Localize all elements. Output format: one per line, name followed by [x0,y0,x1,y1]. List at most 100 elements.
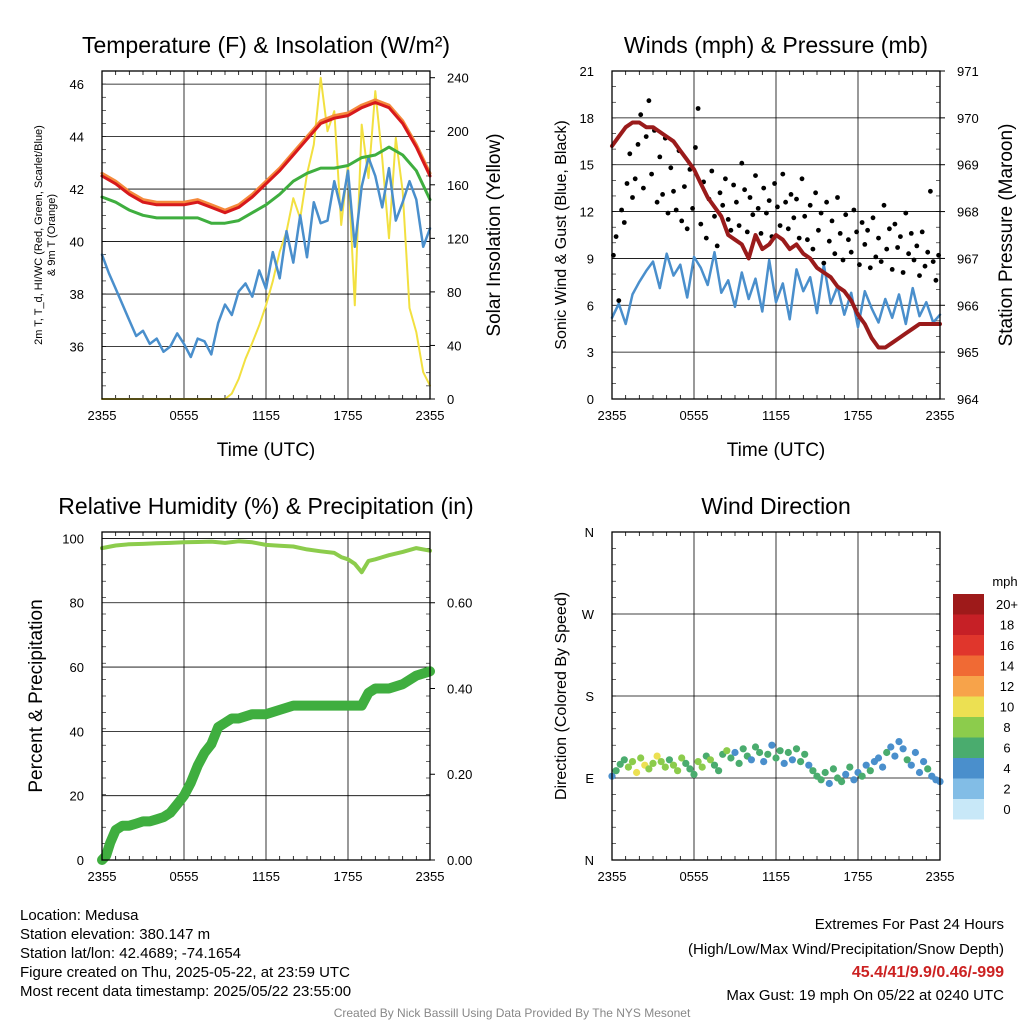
direction-point [669,761,678,769]
y2-tick-label: 0.00 [447,853,472,868]
direction-point [797,758,805,766]
legend-label: 2 [1003,782,1010,797]
extremes-values: 45.4/41/9.9/0.46/-999 [851,964,1004,981]
gust-dot [917,273,922,278]
legend-swatch [953,696,984,717]
gust-dot [794,196,799,202]
y-tick-label: 42 [70,182,84,197]
series-line-wind_speed [610,250,942,329]
gust-dot [848,249,854,255]
direction-point [858,772,866,780]
gust-dot [695,106,701,111]
legend-label: 18 [1000,618,1014,633]
gust-dot [613,234,619,240]
x-axis-label: Time (UTC) [217,440,316,461]
y-axis-label: Percent & Precipitation [26,599,47,792]
direction-point [850,776,858,784]
y-tick-label: 20 [70,789,84,804]
gust-dot [731,182,736,188]
gust-dot [619,207,624,213]
gust-dot [777,223,783,229]
gust-dot [873,254,879,260]
gust-dot [665,210,671,216]
direction-point [776,747,784,755]
gust-dot [919,229,925,235]
series-line-windchill [100,156,432,359]
direction-point [780,759,788,768]
direction-point [842,770,850,779]
legend-swatch [953,717,984,738]
direction-point [895,738,903,746]
x-tick-label: 1155 [762,869,790,884]
direction-point [649,759,657,768]
gust-dot [682,184,687,190]
gust-dot [671,188,676,194]
y-tick-label: N [585,853,594,868]
gust-dot [684,226,690,232]
direction-point [915,768,924,777]
credit-line: Created By Nick Bassill Using Data Provi… [333,1006,691,1020]
gust-dot [660,192,665,197]
y2-tick-label: 0.40 [447,681,472,696]
direction-point [924,765,932,773]
x-tick-label: 2355 [88,869,117,884]
gust-dot [826,238,832,244]
y-axis-label: Sonic Wind & Gust (Blue, Black) [553,120,570,349]
chart-title: Winds (mph) & Pressure (mb) [624,32,928,58]
direction-point [686,765,694,773]
x-tick-label: 1755 [334,408,363,423]
direction-point [829,765,838,773]
legend-label: 20+ [996,597,1018,612]
gust-dot [742,187,747,193]
y2-tick-label: 120 [447,231,469,246]
gust-dot [755,206,761,211]
direction-point [887,743,895,751]
gust-dot [859,220,865,225]
x-tick-label: 2355 [416,408,445,423]
x-tick-label: 2355 [926,408,955,423]
x-tick-label: 2355 [926,869,955,884]
direction-point [862,761,870,769]
direction-point [772,754,780,762]
y2-tick-label: 40 [447,338,461,353]
gust-dot [785,226,791,232]
direction-point [624,763,633,771]
y2-tick-label: 80 [447,285,461,300]
direction-point [682,759,690,768]
direction-point [715,767,723,775]
direction-point [760,758,768,766]
wind-speed-legend: mph 20+ 18 16 14 12 10 8 6 4 2 0 [953,574,1018,820]
direction-point [846,763,854,771]
x-tick-label: 2355 [598,869,627,884]
y2-tick-label: 240 [447,71,469,86]
y-tick-label: 44 [70,130,84,145]
direction-point [747,756,756,764]
legend-swatch [953,594,984,615]
legend-swatch [953,758,984,779]
x-tick-label: 1755 [844,408,873,423]
legend-swatch [953,635,984,656]
legend-label: 0 [1003,802,1010,817]
direction-point [891,752,899,760]
direction-point [809,767,817,775]
gust-dot [641,185,646,191]
gust-dot [649,171,654,177]
y-tick-label: 9 [587,251,594,266]
legend-swatch [953,737,984,758]
y2-tick-label: 965 [957,345,979,360]
direction-point [784,748,792,757]
plot-border [611,70,941,400]
direction-point [805,761,813,769]
direction-point [690,770,698,779]
direction-point [661,763,669,771]
direction-point [633,768,641,777]
y-tick-label: 12 [580,205,594,220]
direction-point [883,748,891,757]
y-tick-label: 3 [587,345,594,360]
direction-point [739,745,747,753]
gust-dot [739,160,745,166]
legend-swatch [953,676,984,697]
series-line-rh [100,539,432,575]
gust-dot [753,173,758,179]
